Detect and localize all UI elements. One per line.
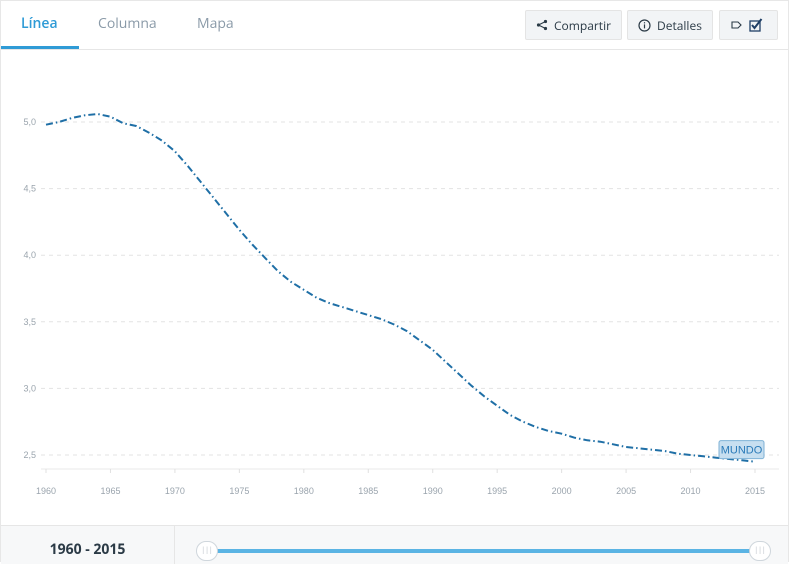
x-tick-label: 2005: [616, 486, 636, 496]
range-label: 1960 - 2015: [1, 526, 175, 564]
x-tick-label: 1970: [165, 486, 185, 496]
range-start: 1960: [49, 540, 82, 559]
y-tick-label: 4,0: [23, 250, 36, 260]
tab-line[interactable]: Línea: [21, 14, 58, 33]
x-tick-label: 1980: [294, 486, 314, 496]
series-line: [45, 113, 756, 463]
range-end: 2015: [93, 540, 126, 559]
range-separator: -: [81, 540, 94, 559]
info-icon: [638, 18, 651, 32]
series-label: MUNDO: [721, 445, 763, 457]
label-toggle-icon: [731, 21, 742, 29]
range-bar: 1960 - 2015 ||| |||: [1, 525, 788, 564]
details-label: Detalles: [657, 16, 702, 34]
range-end-handle[interactable]: |||: [749, 541, 771, 561]
x-tick-label: 2000: [552, 486, 572, 496]
x-tick-label: 1965: [100, 486, 120, 496]
y-tick-label: 3,0: [23, 383, 36, 393]
x-tick-label: 1985: [358, 486, 378, 496]
checkbox-icon: [749, 18, 763, 32]
x-tick-label: 1960: [36, 486, 56, 496]
x-tick-label: 2015: [745, 486, 765, 496]
share-label: Compartir: [553, 16, 611, 34]
share-icon: [536, 19, 548, 31]
tab-column[interactable]: Columna: [98, 14, 157, 33]
tab-bar: Línea Columna Mapa Compartir Detalles: [1, 1, 788, 50]
label-toggle-button[interactable]: [719, 10, 778, 40]
x-tick-label: 1990: [423, 486, 443, 496]
y-tick-label: 3,5: [23, 317, 36, 327]
x-tick-label: 1995: [487, 486, 507, 496]
line-chart: 5,0 4,5 4,0 3,5 3,0 2,5 1960 1965 1970 1975 1980 19…: [23, 113, 779, 496]
x-tick-label: 1975: [229, 486, 249, 496]
active-tab-indicator: [1, 46, 79, 49]
share-button[interactable]: Compartir: [525, 10, 622, 40]
range-start-handle[interactable]: |||: [196, 541, 218, 561]
y-tick-label: 4,5: [23, 184, 36, 194]
x-tick-label: 2010: [681, 486, 701, 496]
y-tick-label: 2,5: [23, 450, 36, 460]
range-slider-track[interactable]: [207, 549, 760, 553]
tab-map[interactable]: Mapa: [197, 14, 234, 33]
details-button[interactable]: Detalles: [627, 10, 713, 40]
series-label-box: [718, 440, 765, 460]
y-tick-label: 5,0: [23, 117, 36, 127]
